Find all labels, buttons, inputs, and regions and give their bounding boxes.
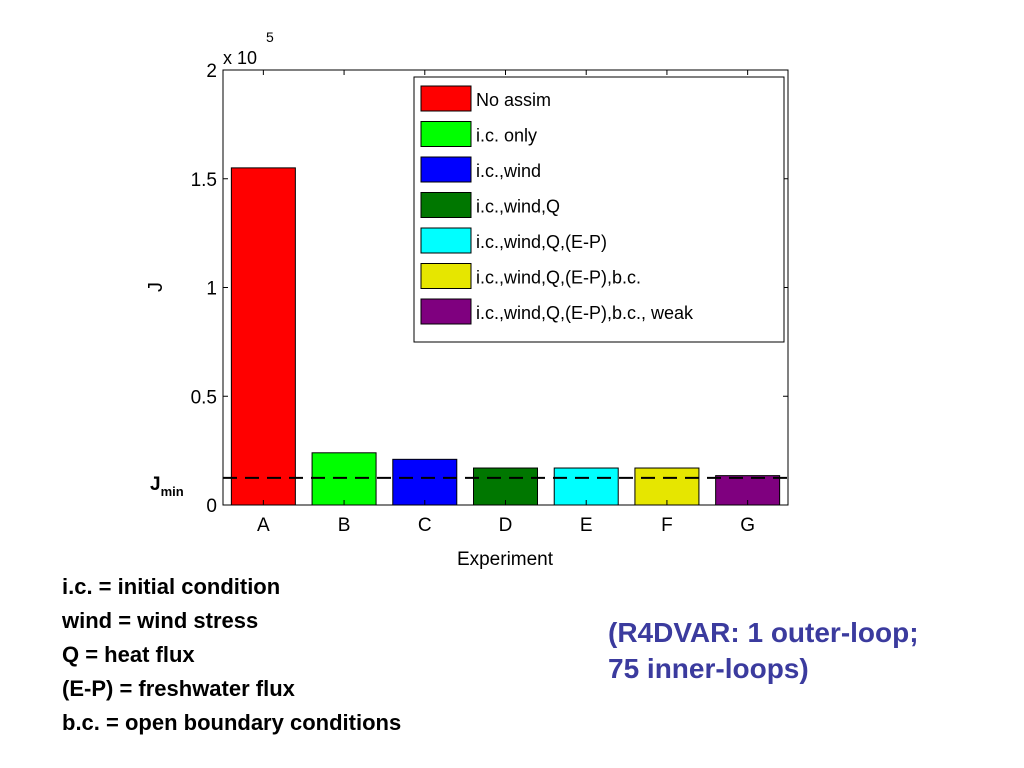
definition-bc: b.c. = open boundary conditions — [62, 710, 402, 735]
legend-label: i.c.,wind,Q — [476, 197, 560, 217]
legend-swatch — [420, 298, 472, 325]
y-exponent-power: 5 — [266, 29, 274, 45]
definition-ic: i.c. = initial condition — [62, 574, 281, 599]
y-axis-ticks: 0 0.5 1 1.5 2 — [191, 61, 788, 517]
definition-ep: (E-P) = freshwater flux — [62, 676, 295, 701]
note-line-2: 75 inner-loops) — [608, 653, 809, 684]
definitions-list: i.c. = initial condition wind = wind str… — [62, 570, 401, 740]
legend-items: No assim i.c. only i.c.,wind i.c.,wind,Q i.c… — [420, 85, 694, 325]
bar-f — [634, 467, 700, 506]
x-tick-label: G — [740, 515, 755, 536]
y-exponent-base: x 10 — [223, 48, 257, 68]
x-tick-label: A — [257, 515, 270, 536]
legend-swatch — [420, 192, 472, 218]
legend-swatch — [420, 121, 472, 147]
legend-label: No assim — [476, 90, 551, 110]
jmin-label-sub: min — [161, 484, 184, 499]
legend-label: i.c.,wind,Q,(E-P) — [476, 232, 607, 252]
jmin-label: Jmin — [150, 474, 184, 499]
x-tick-label: C — [418, 515, 432, 536]
legend-swatch — [420, 263, 472, 289]
legend-swatch — [420, 85, 472, 112]
y-tick-label: 1 — [206, 279, 217, 300]
x-axis-label: Experiment — [457, 549, 554, 570]
y-tick-label: 1.5 — [191, 170, 217, 191]
legend: No assim i.c. only i.c.,wind i.c.,wind,Q i.c… — [413, 76, 785, 343]
bar-e — [553, 467, 619, 506]
legend-box — [413, 76, 785, 343]
jmin-label-main: J — [150, 474, 161, 495]
definition-q: Q = heat flux — [62, 642, 195, 667]
legend-label: i.c.,wind,Q,(E-P),b.c. — [476, 268, 641, 288]
y-tick-label: 0.5 — [191, 387, 217, 408]
legend-label: i.c. only — [476, 126, 537, 146]
experiment-note: (R4DVAR: 1 outer-loop; 75 inner-loops) — [608, 615, 919, 687]
definition-wind: wind = wind stress — [62, 608, 259, 633]
x-axis-ticks: A B C D E F G — [257, 70, 755, 536]
y-axis-label: J — [145, 282, 167, 292]
bar-b — [311, 452, 377, 506]
bars-group — [230, 167, 781, 506]
x-tick-label: D — [499, 515, 513, 536]
bar-c — [392, 458, 458, 506]
y-tick-label: 2 — [206, 61, 217, 82]
bar-d — [473, 467, 538, 506]
y-tick-label: 0 — [206, 496, 217, 517]
bar-a — [230, 167, 296, 506]
x-tick-label: F — [661, 515, 673, 536]
legend-swatch — [420, 227, 472, 254]
legend-swatch — [420, 156, 472, 183]
note-line-1: (R4DVAR: 1 outer-loop; — [608, 617, 919, 648]
legend-label: i.c.,wind — [476, 161, 541, 181]
x-tick-label: E — [580, 515, 593, 536]
x-tick-label: B — [338, 515, 351, 536]
legend-label: i.c.,wind,Q,(E-P),b.c., weak — [476, 303, 694, 323]
